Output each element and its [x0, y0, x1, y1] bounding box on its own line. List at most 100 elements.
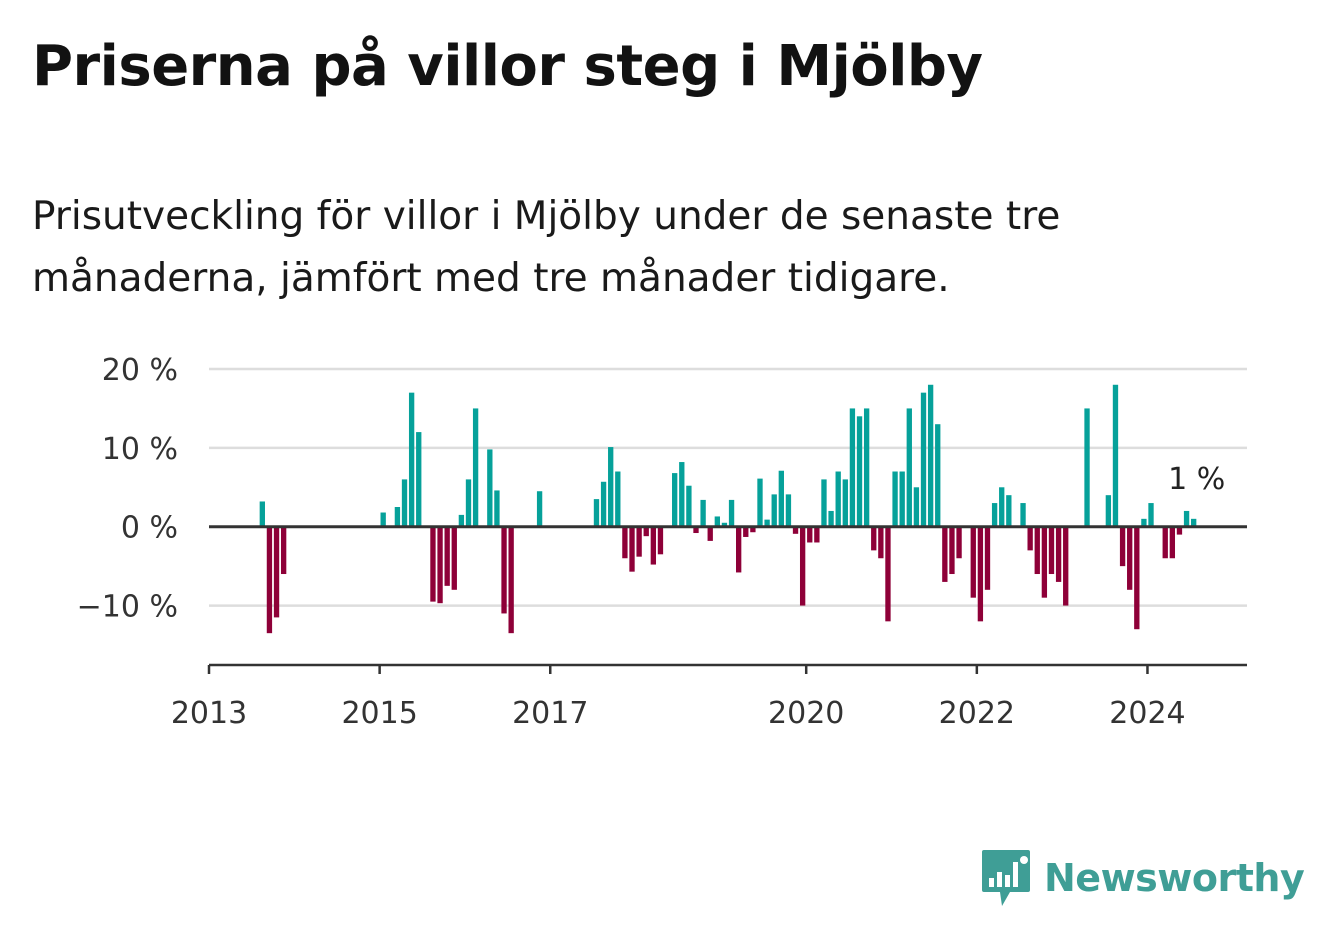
- y-tick-label: 0 %: [121, 511, 178, 546]
- bar: [501, 526, 507, 614]
- bar: [451, 526, 457, 590]
- bar: [629, 526, 635, 572]
- bar: [920, 392, 927, 527]
- bar: [913, 487, 920, 527]
- bar: [472, 408, 479, 527]
- bar: [1020, 503, 1026, 527]
- bar: [1176, 526, 1183, 535]
- bar: [679, 462, 685, 527]
- newsworthy-logo-icon: [982, 850, 1030, 906]
- bar: [743, 526, 749, 537]
- bar: [956, 526, 962, 559]
- bar: [465, 479, 472, 527]
- bar: [863, 408, 870, 527]
- bar: [807, 526, 813, 543]
- bar: [273, 526, 280, 618]
- newsworthy-brand: Newsworthy: [980, 848, 1305, 908]
- axes: [209, 525, 1247, 667]
- y-tick-label: −10 %: [77, 590, 178, 625]
- annotations: 1 %: [1168, 462, 1225, 497]
- chart-subtitle: Prisutveckling för villor i Mjölby under…: [32, 194, 1061, 301]
- bar: [707, 526, 713, 541]
- bar: [1162, 526, 1168, 559]
- bar: [771, 494, 777, 527]
- bar: [437, 526, 443, 604]
- bar: [750, 526, 756, 533]
- bar: [949, 526, 955, 575]
- bar: [1148, 503, 1154, 527]
- bar: [792, 526, 799, 534]
- x-axis-ticks: 2013 2015 2017 2020 2022 2024: [171, 665, 1186, 731]
- bar: [764, 519, 770, 527]
- bar: [401, 479, 408, 527]
- bar: [494, 490, 500, 527]
- bar: [280, 526, 287, 575]
- bar: [380, 512, 386, 527]
- latest-value-annotation: 1 %: [1168, 462, 1225, 497]
- bar: [1112, 384, 1119, 527]
- bar: [799, 526, 806, 606]
- bar: [935, 424, 941, 527]
- bar: [984, 526, 991, 590]
- brand-name: Newsworthy: [1044, 856, 1305, 900]
- bar: [1127, 526, 1133, 590]
- bar: [999, 487, 1005, 527]
- bar: [991, 503, 998, 527]
- bar: [1063, 526, 1069, 606]
- x-tick-label: 2020: [768, 696, 844, 731]
- bar: [444, 526, 450, 586]
- bar: [721, 522, 728, 527]
- bar: [636, 526, 642, 557]
- bar: [835, 471, 841, 527]
- x-tick-label: 2013: [171, 696, 247, 731]
- page-title: Priserna på villor steg i Mjölby: [32, 34, 983, 99]
- bar: [878, 526, 884, 559]
- bar: [1041, 526, 1048, 598]
- bar: [970, 526, 976, 598]
- bar: [622, 526, 628, 559]
- bar: [430, 526, 436, 602]
- bar: [892, 471, 898, 527]
- bar: [508, 526, 514, 634]
- bar: [942, 526, 948, 582]
- bar: [593, 499, 600, 527]
- bar: [814, 526, 820, 543]
- bar: [906, 408, 912, 527]
- bar: [736, 526, 742, 573]
- bar: [700, 499, 706, 527]
- bar: [643, 526, 649, 537]
- bar: [842, 479, 848, 527]
- x-tick-label: 2017: [512, 696, 588, 731]
- bar: [394, 507, 401, 527]
- bar: [259, 501, 265, 527]
- bar: [1134, 526, 1140, 630]
- bar: [608, 447, 614, 527]
- bar: [1191, 518, 1197, 527]
- bar: [487, 449, 493, 527]
- bar: [1006, 495, 1012, 527]
- x-tick-label: 2022: [939, 696, 1015, 731]
- bar: [266, 526, 273, 634]
- bar: [672, 473, 678, 527]
- bar: [927, 384, 934, 527]
- bar: [615, 471, 621, 527]
- bar: [1034, 526, 1040, 575]
- bar: [757, 478, 763, 527]
- bar: [1055, 526, 1062, 582]
- bar: [785, 494, 792, 527]
- bar: [536, 491, 543, 527]
- bar: [1169, 526, 1176, 559]
- bars: [259, 384, 1197, 634]
- x-tick-label: 2024: [1109, 696, 1185, 731]
- bar: [1183, 510, 1190, 527]
- bar: [600, 481, 607, 527]
- bar: [714, 516, 720, 527]
- bar: [856, 416, 863, 527]
- bar: [728, 499, 735, 527]
- bar: [977, 526, 984, 622]
- bar: [650, 526, 657, 565]
- y-tick-label: 10 %: [102, 432, 178, 467]
- bar: [693, 526, 699, 534]
- bar: [686, 485, 692, 527]
